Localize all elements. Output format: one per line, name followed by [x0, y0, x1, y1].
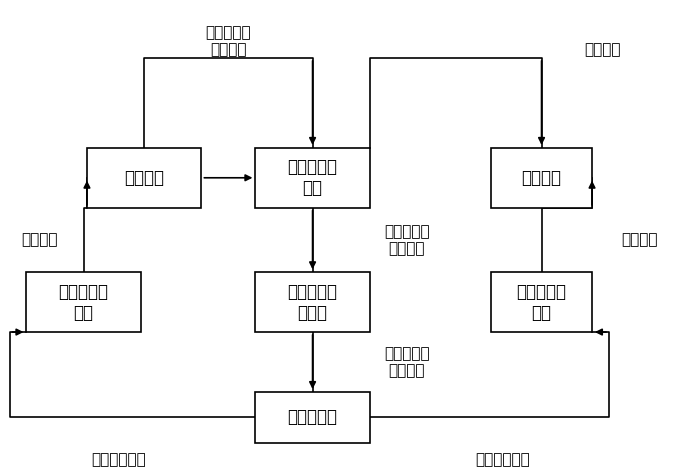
Text: 读取实时转
速和转矩: 读取实时转 速和转矩: [384, 224, 430, 256]
FancyBboxPatch shape: [255, 392, 370, 443]
FancyBboxPatch shape: [491, 148, 592, 208]
FancyBboxPatch shape: [255, 148, 370, 208]
Text: 实时加载: 实时加载: [584, 42, 621, 58]
Text: 调速电机控
制器: 调速电机控 制器: [58, 283, 109, 321]
FancyBboxPatch shape: [491, 272, 592, 332]
Text: 加载控制: 加载控制: [621, 232, 657, 247]
FancyBboxPatch shape: [87, 148, 202, 208]
Text: 加载电机控
制器: 加载电机控 制器: [517, 283, 566, 321]
Text: 加载电机: 加载电机: [521, 169, 562, 187]
Text: 转矩转速传
感器: 转矩转速传 感器: [288, 159, 337, 197]
Text: 转矩转速测
量设备: 转矩转速测 量设备: [288, 283, 337, 321]
Text: 调速电机: 调速电机: [124, 169, 164, 187]
Text: 给定调速指令: 给定调速指令: [92, 452, 146, 467]
Text: 监控上位机: 监控上位机: [288, 408, 337, 426]
FancyBboxPatch shape: [26, 272, 141, 332]
Text: 给定加载指令: 给定加载指令: [475, 452, 530, 467]
FancyBboxPatch shape: [255, 272, 370, 332]
Text: 反馈实时转
速和转矩: 反馈实时转 速和转矩: [384, 346, 430, 378]
Text: 调速控制: 调速控制: [22, 232, 58, 247]
Text: 测量实时转
速和转矩: 测量实时转 速和转矩: [206, 25, 251, 58]
